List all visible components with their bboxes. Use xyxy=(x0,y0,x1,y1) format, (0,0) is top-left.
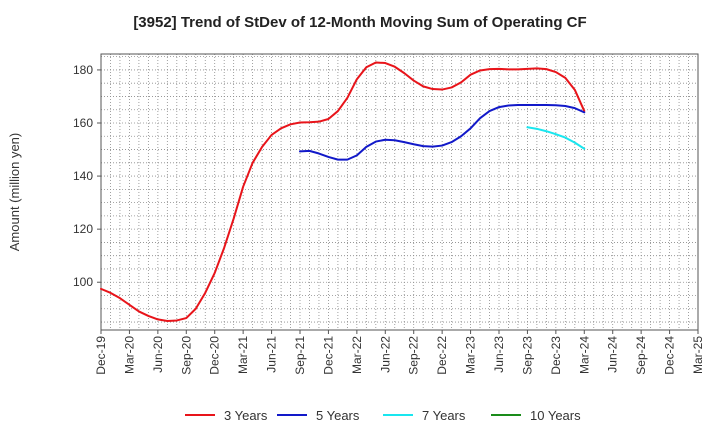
legend: 3 Years 5 Years 7 Years 10 Years xyxy=(185,408,581,423)
series-layer xyxy=(100,61,586,322)
x-tick-label: Sep-20 xyxy=(179,336,193,375)
plot-area-frame xyxy=(100,53,699,331)
y-tick-label: 120 xyxy=(73,222,93,236)
y-tick-label: 180 xyxy=(73,63,93,77)
y-tick-label: 140 xyxy=(73,169,93,183)
x-tick-label: Dec-22 xyxy=(435,336,449,375)
grid xyxy=(101,54,698,330)
x-tick-label: Dec-24 xyxy=(663,336,677,375)
x-tick-label: Dec-23 xyxy=(549,336,563,375)
y-tick-label: 100 xyxy=(73,275,93,289)
x-tick-label: Jun-22 xyxy=(378,336,392,373)
y-tick-label: 160 xyxy=(73,116,93,130)
chart-title: [3952] Trend of StDev of 12-Month Moving… xyxy=(133,14,587,31)
x-axis: Dec-19 Mar-20 Jun-20 Sep-20 Dec-20 Mar-21 Jun-… xyxy=(94,330,705,375)
x-tick-label: Sep-24 xyxy=(634,336,648,375)
x-tick-label: Sep-23 xyxy=(520,336,534,375)
legend-label: 5 Years xyxy=(316,408,360,423)
y-axis-title: Amount (million yen) xyxy=(7,133,22,252)
x-tick-label: Sep-21 xyxy=(293,336,307,375)
x-tick-label: Jun-24 xyxy=(606,336,620,373)
x-tick-label: Mar-23 xyxy=(464,336,478,374)
x-tick-label: Jun-23 xyxy=(492,336,506,373)
y-axis: 100 120 140 160 180 xyxy=(73,63,101,289)
series-line-3-years xyxy=(100,61,586,322)
series-line-5-years xyxy=(299,103,586,161)
legend-label: 10 Years xyxy=(530,408,581,423)
x-tick-label: Mar-24 xyxy=(577,336,591,374)
x-tick-label: Mar-20 xyxy=(122,336,136,374)
legend-label: 7 Years xyxy=(422,408,466,423)
x-tick-label: Sep-22 xyxy=(407,336,421,375)
x-tick-label: Mar-22 xyxy=(350,336,364,374)
x-tick-label: Dec-21 xyxy=(321,336,335,375)
x-tick-label: Dec-20 xyxy=(208,336,222,375)
x-tick-label: Jun-20 xyxy=(151,336,165,373)
x-tick-label: Jun-21 xyxy=(265,336,279,373)
series-line-7-years xyxy=(526,126,586,150)
x-tick-label: Dec-19 xyxy=(94,336,108,375)
legend-label: 3 Years xyxy=(224,408,268,423)
x-tick-label: Mar-21 xyxy=(236,336,250,374)
x-tick-label: Mar-25 xyxy=(691,336,705,374)
